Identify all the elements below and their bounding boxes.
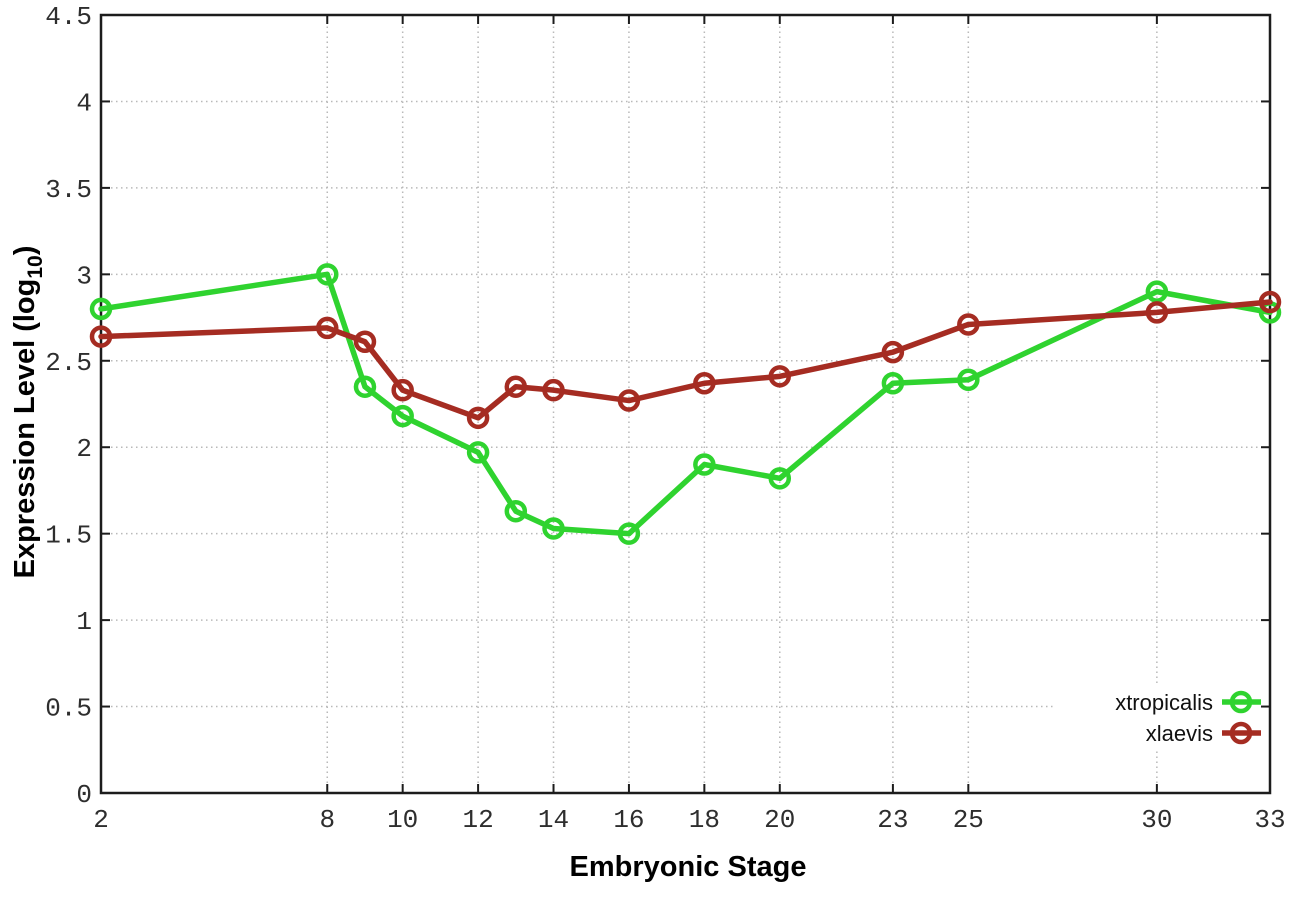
x-tick-label: 18 — [689, 805, 720, 835]
series-xlaevis-marker — [466, 406, 490, 430]
x-tick-label: 14 — [538, 805, 569, 835]
x-tick-label: 20 — [764, 805, 795, 835]
x-tick-label: 8 — [319, 805, 335, 835]
y-tick-label: 3 — [76, 261, 92, 291]
series-xlaevis-marker — [768, 365, 792, 388]
series-xlaevis-marker — [316, 316, 339, 340]
series-xtropicalis-marker — [1145, 280, 1169, 303]
series-xlaevis-marker — [617, 389, 641, 412]
y-tick-label: 4.5 — [45, 2, 92, 32]
series-xtropicalis-marker — [504, 499, 528, 523]
series-xlaevis-marker — [353, 330, 377, 354]
series-xtropicalis-marker — [391, 404, 414, 428]
series-xlaevis-marker — [504, 375, 528, 398]
x-tick-label: 10 — [387, 805, 418, 835]
series-xtropicalis-marker — [693, 453, 716, 476]
series-xtropicalis-marker — [353, 375, 377, 398]
series-xlaevis-marker — [881, 340, 905, 364]
series-xtropicalis-marker — [466, 441, 490, 464]
y-tick-label: 1 — [76, 607, 92, 637]
x-tick-label: 23 — [877, 805, 908, 835]
x-tick-label: 2 — [93, 805, 109, 835]
y-tick-label: 1.5 — [45, 521, 92, 551]
series-xlaevis-marker — [957, 313, 980, 336]
y-tick-label: 4 — [76, 88, 92, 118]
y-tick-label: 2 — [76, 434, 92, 464]
series-xtropicalis-line — [98, 271, 1273, 537]
legend-label-xtropicalis: xtropicalis — [1115, 690, 1213, 715]
series-xlaevis-marker — [542, 378, 565, 402]
legend-sample-marker-xlaevis — [1229, 721, 1253, 745]
y-tick-label: 0.5 — [45, 694, 92, 724]
x-tick-label: 12 — [462, 805, 493, 835]
y-axis-title-main: Expression Level (log — [9, 279, 41, 579]
x-axis-title: Embryonic Stage — [570, 851, 807, 883]
x-tick-label: 30 — [1141, 805, 1172, 835]
x-tick-label: 16 — [613, 805, 644, 835]
plot-border — [99, 13, 1272, 795]
x-tick-label: 25 — [953, 805, 984, 835]
series-xtropicalis-marker — [617, 522, 641, 545]
series-xtropicalis-marker — [881, 372, 905, 395]
legend-sample-marker-xtropicalis — [1229, 690, 1253, 714]
series-xlaevis-marker — [1145, 301, 1169, 324]
series-xlaevis-marker — [391, 378, 414, 402]
y-tick-label: 0 — [76, 780, 92, 810]
series-xtropicalis-marker — [542, 517, 565, 540]
series-xtropicalis-marker — [768, 467, 792, 490]
series-xtropicalis-marker — [89, 297, 113, 321]
y-axis-title: Expression Level (log10) — [9, 246, 47, 579]
series-xtropicalis-marker — [957, 368, 980, 392]
y-tick-label: 2.5 — [45, 348, 92, 378]
legend-label-xlaevis: xlaevis — [1146, 721, 1213, 746]
y-axis-title-close: ) — [9, 246, 41, 256]
x-tick-label: 33 — [1254, 805, 1285, 835]
series-xlaevis-marker — [693, 372, 716, 395]
series-xtropicalis-marker — [316, 263, 339, 286]
y-axis-title-subscript: 10 — [24, 255, 47, 278]
series-xlaevis-marker — [89, 325, 113, 348]
y-tick-label: 3.5 — [45, 175, 92, 205]
series-xlaevis-marker — [1258, 290, 1282, 314]
